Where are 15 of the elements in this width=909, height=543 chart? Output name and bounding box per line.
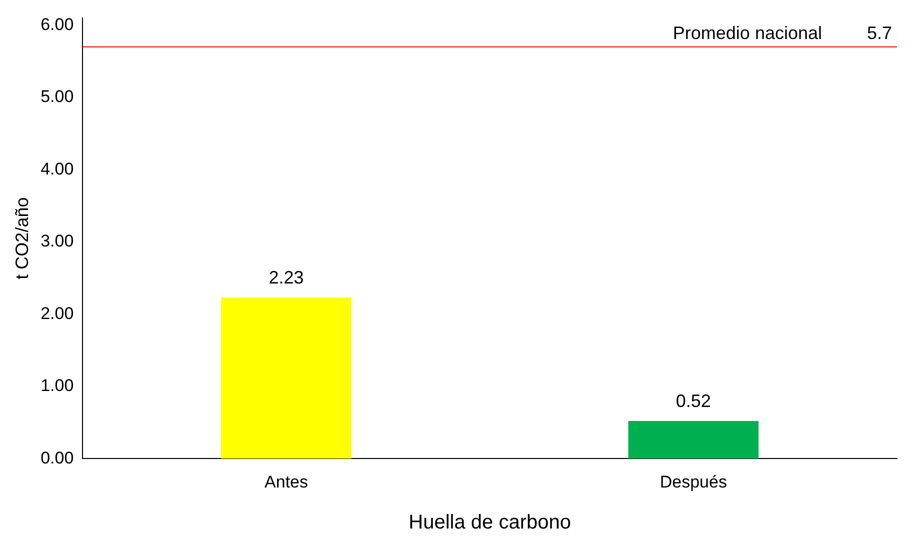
data-label: 0.52 xyxy=(676,391,711,412)
y-tick-label: 1.00 xyxy=(40,376,74,396)
x-tick-label: Después xyxy=(660,472,727,492)
y-axis-title: t CO2/año xyxy=(12,197,32,280)
y-tick-label: 3.00 xyxy=(40,232,74,251)
x-tick-label: Antes xyxy=(264,472,308,492)
y-tick-label: 2.00 xyxy=(40,304,74,323)
ref-line-label: Promedio nacional xyxy=(672,22,822,43)
annotation: 5.7 xyxy=(866,22,892,43)
x-axis-title: Huella de carbono xyxy=(408,512,572,534)
y-tick-label: 4.00 xyxy=(40,159,74,178)
y-tick-label: 6.00 xyxy=(40,14,74,34)
data-label: 2.23 xyxy=(268,267,304,288)
y-tick-label: 5.00 xyxy=(40,87,74,106)
y-tick-label: 0.00 xyxy=(40,448,74,468)
